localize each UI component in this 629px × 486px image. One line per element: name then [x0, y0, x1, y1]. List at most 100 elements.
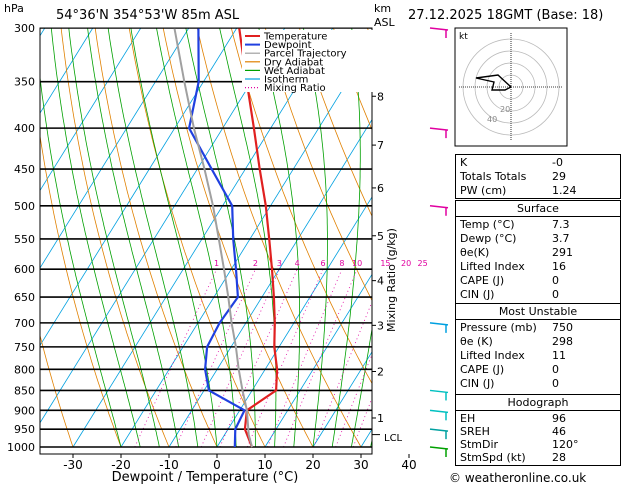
- k-value: -0: [552, 156, 563, 169]
- pressure-tick-label: 950: [14, 423, 35, 436]
- background-lines: [40, 28, 372, 448]
- wind-barb-shaft: [429, 27, 449, 31]
- mu-pressure-value: 750: [552, 321, 573, 334]
- pressure-tick-label: 600: [14, 263, 35, 276]
- wind-barb-shaft: [429, 389, 449, 394]
- pressure-tick-label: 550: [14, 233, 35, 246]
- wind-barb-shaft: [429, 428, 449, 432]
- mixing-ratio-line: [267, 269, 343, 448]
- x-tick-label: 10: [257, 458, 272, 472]
- wind-barb-shaft: [429, 322, 449, 326]
- mu-cape-value: 0: [552, 363, 559, 376]
- mixing-ratio-value-label: 25: [418, 259, 428, 268]
- x-tick-label: 20: [305, 458, 320, 472]
- mixing-ratio-value-label: 10: [352, 259, 362, 268]
- wet-adiabat-line: [40, 74, 122, 448]
- legend-entry: Mixing Ratio: [264, 83, 326, 94]
- mu-cin-value: 0: [552, 377, 559, 390]
- pressure-tick-label: 400: [14, 122, 35, 135]
- mu-cin-label: CIN (J): [460, 377, 495, 390]
- wet-adiabat-line: [68, 28, 160, 448]
- legend-entry: Isotherm: [264, 75, 308, 86]
- surface-cape-label: CAPE (J): [460, 274, 505, 287]
- surface-temp-label: Temp (°C): [460, 218, 515, 231]
- datetime-title: 27.12.2025 18GMT (Base: 18): [408, 8, 603, 23]
- mu-li-label: Lifted Index: [460, 349, 525, 362]
- surface-cin-value: 0: [552, 288, 559, 301]
- legend-entry: Wet Adiabat: [264, 66, 325, 77]
- wet-adiabat-line: [87, 28, 179, 448]
- legend-entry: Temperature: [263, 32, 327, 43]
- wet-adiabat-line: [50, 28, 141, 448]
- mixing-ratio-value-label: 6: [320, 259, 325, 268]
- lcl-label: LCL: [384, 433, 403, 444]
- eh-label: EH: [460, 412, 476, 425]
- pressure-tick-label: 800: [14, 363, 35, 376]
- isotherm-line: [264, 273, 372, 448]
- x-tick-label: 0: [213, 458, 221, 472]
- isotherm-line: [312, 351, 372, 448]
- mixing-ratio-value-label: 4: [295, 259, 300, 268]
- mixing-ratio-value-label: 15: [380, 259, 390, 268]
- isotherm-line: [40, 28, 142, 192]
- pressure-tick-label: 300: [14, 22, 35, 35]
- wind-barb-shaft: [429, 409, 449, 414]
- stmspd-value: 28: [552, 451, 566, 464]
- wet-adiabat-line: [107, 28, 199, 448]
- profiles: [173, 28, 279, 448]
- surface-title: Surface: [517, 202, 559, 215]
- k-label: K: [460, 156, 468, 169]
- pressure-tick-label: 750: [14, 341, 35, 354]
- km-tick-label: 7: [377, 139, 384, 152]
- credit: © weatheronline.co.uk: [449, 471, 586, 485]
- mixing-ratio-line: [175, 269, 256, 448]
- pressure-tick-label: 650: [14, 291, 35, 304]
- pressure-tick-label: 450: [14, 163, 35, 176]
- pw-value: 1.24: [552, 184, 577, 197]
- hodograph-trace: [475, 74, 512, 91]
- pw-label: PW (cm): [460, 184, 507, 197]
- legend-entry: Dry Adiabat: [264, 57, 323, 68]
- mixing-ratio-value-label: 1: [214, 259, 219, 268]
- pressure-tick-label: 350: [14, 76, 35, 89]
- most-unstable-panel: Most Unstable Pressure (mb) 750 θe (K) 2…: [455, 303, 621, 395]
- asl-label: ASL: [374, 16, 396, 29]
- surface-dewp-label: Dewp (°C): [460, 232, 517, 245]
- stmdir-value: 120°: [552, 438, 579, 451]
- hodograph-ring-label: 40: [487, 115, 497, 124]
- isotherm-line: [40, 28, 286, 424]
- mixing-ratio-labels: 1 2 3 4 6 8 10 15 20 25: [214, 259, 428, 268]
- mixing-ratio-line: [313, 300, 372, 448]
- mixing-ratio-value-label: 3: [277, 259, 282, 268]
- legend-background: [242, 30, 384, 92]
- axes: 3003504004505005506006507007508008509009…: [7, 22, 417, 472]
- hodograph-unit-label: kt: [459, 32, 468, 42]
- surface-dewp-value: 3.7: [552, 232, 570, 245]
- pressure-tick-label: 1000: [7, 441, 35, 454]
- series-parcel-trajectory: [173, 28, 253, 448]
- isotherm-line: [40, 28, 94, 114]
- km-tick-label: 3: [377, 319, 384, 332]
- dry-adiabat-line: [94, 28, 218, 448]
- surface-cape-value: 0: [552, 274, 559, 287]
- x-tick-label: 30: [353, 458, 368, 472]
- x-tick-label: -20: [111, 458, 131, 472]
- mu-title: Most Unstable: [498, 305, 578, 318]
- hodograph-ring-label: 20: [500, 105, 510, 114]
- x-tick-label: -10: [159, 458, 179, 472]
- sreh-label: SREH: [460, 425, 490, 438]
- wet-adiabat-line: [351, 326, 372, 448]
- mu-li-value: 11: [552, 349, 566, 362]
- sreh-value: 46: [552, 425, 566, 438]
- km-tick-label: 6: [377, 182, 384, 195]
- km-label: km: [374, 2, 391, 15]
- x-axis-label: Dewpoint / Temperature (°C): [112, 470, 299, 485]
- isotherm-line: [72, 28, 334, 448]
- mu-theta-label: θe (K): [460, 335, 493, 348]
- surface-panel: Surface Temp (°C) 7.3 Dewp (°C) 3.7 θe(K…: [455, 200, 621, 304]
- stmdir-label: StmDir: [460, 438, 499, 451]
- pressure-tick-label: 700: [14, 317, 35, 330]
